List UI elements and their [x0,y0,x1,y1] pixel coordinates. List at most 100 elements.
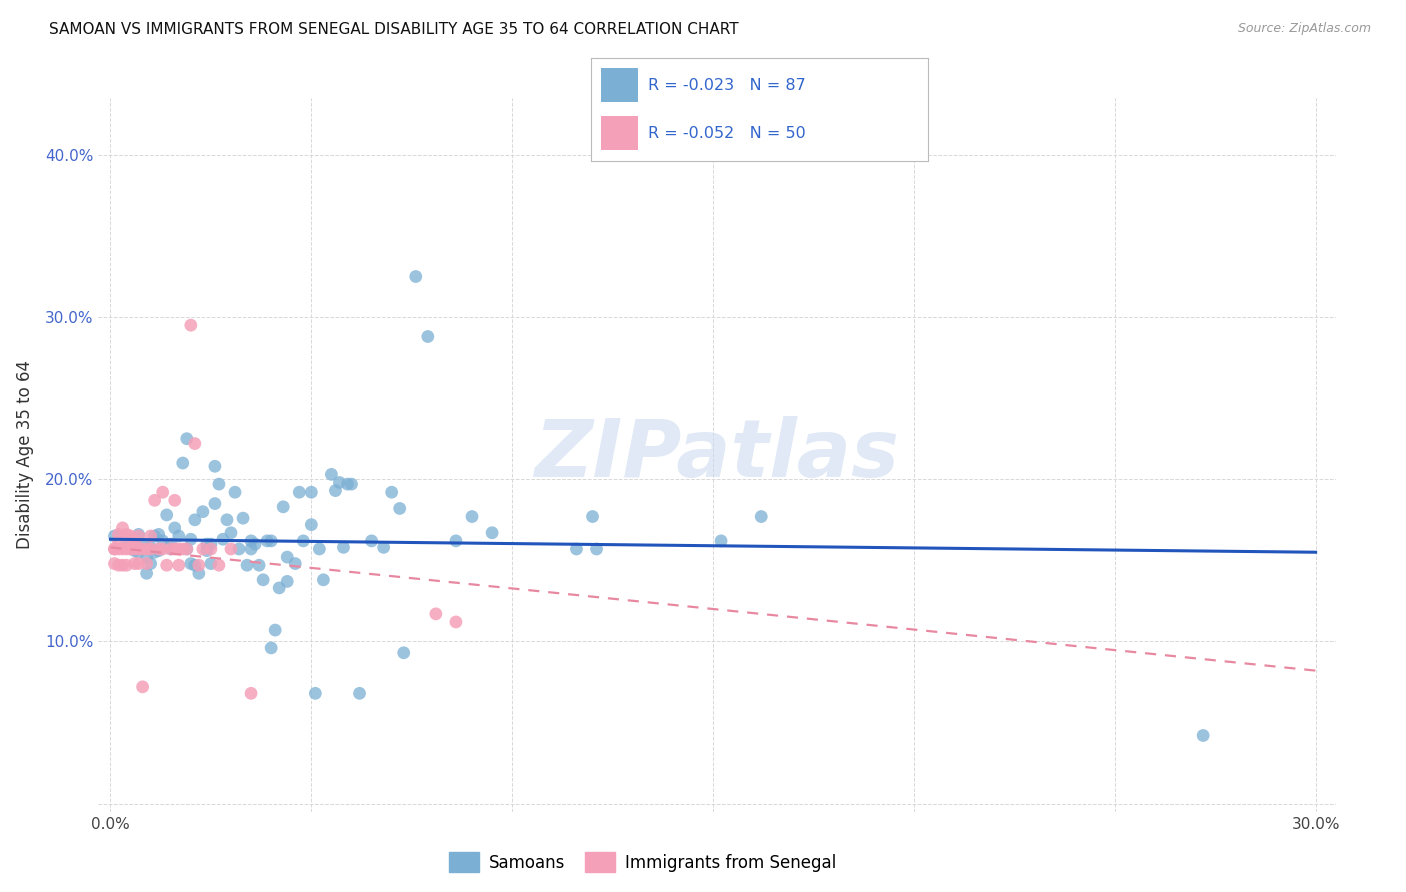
Point [373,541,395,555]
Point [299,517,322,532]
Point [461,509,484,524]
Point [425,607,447,621]
Point [124,557,146,571]
Point [172,456,194,470]
Point [581,509,603,524]
Point [124,541,146,556]
Point [131,541,153,556]
Point [260,533,283,548]
Point [191,541,214,556]
Point [139,529,162,543]
Point [247,558,270,573]
Point [135,541,157,556]
Point [115,541,138,556]
Point [103,557,125,571]
Point [1192,729,1215,743]
Point [128,527,150,541]
Point [187,566,209,581]
Point [256,533,278,548]
Point [115,537,138,551]
Bar [600,69,638,102]
Point [325,483,347,498]
Point [139,541,162,555]
Point [416,329,439,343]
Point [388,501,411,516]
Point [152,541,174,556]
Point [111,558,134,573]
Point [107,541,129,556]
Point [215,513,238,527]
Point [120,537,142,551]
Point [143,493,166,508]
Point [139,541,162,556]
Point [336,477,359,491]
Point [120,541,142,556]
Point [135,557,157,571]
Point [148,541,170,556]
Point [204,459,226,474]
Point [152,485,174,500]
Point [243,537,266,551]
Point [103,529,125,543]
Point [135,566,157,581]
Point [128,545,150,559]
Point [240,686,263,700]
Point [481,525,503,540]
Point [139,557,162,571]
Point [184,436,207,450]
Bar [600,117,638,150]
Text: R = -0.023   N = 87: R = -0.023 N = 87 [648,78,806,93]
Point [111,521,134,535]
Point [208,558,231,573]
Point [271,500,294,514]
Point [284,557,307,571]
Point [232,511,254,525]
Point [292,533,315,548]
Point [195,543,218,558]
Point [228,541,250,556]
Point [176,541,198,556]
Point [131,680,153,694]
Point [195,537,218,551]
Point [585,541,607,556]
Text: SAMOAN VS IMMIGRANTS FROM SENEGAL DISABILITY AGE 35 TO 64 CORRELATION CHART: SAMOAN VS IMMIGRANTS FROM SENEGAL DISABI… [49,22,738,37]
Point [128,557,150,571]
Point [128,529,150,543]
Point [167,558,190,573]
Point [159,537,181,551]
Point [156,508,179,522]
Point [176,541,198,556]
Point [180,318,202,333]
Point [240,533,263,548]
Point [312,573,335,587]
Point [204,497,226,511]
Point [131,537,153,551]
Point [159,541,181,556]
Point [224,485,246,500]
Point [111,541,134,556]
Point [392,646,415,660]
Point [304,686,326,700]
Point [219,525,242,540]
Point [276,574,298,589]
Point [180,533,202,547]
Text: R = -0.052   N = 50: R = -0.052 N = 50 [648,127,806,142]
Point [269,581,291,595]
Point [124,533,146,548]
Point [299,485,322,500]
Point [143,529,166,543]
Point [163,541,186,556]
Point [120,533,142,548]
Point [710,533,733,548]
Point [219,541,242,556]
Point [444,615,467,629]
Point [405,269,427,284]
Point [148,543,170,558]
Point [308,541,330,556]
Point [252,573,274,587]
Point [340,477,363,491]
Point [208,477,231,491]
Point [212,533,235,547]
Point [381,485,404,500]
Point [107,527,129,541]
